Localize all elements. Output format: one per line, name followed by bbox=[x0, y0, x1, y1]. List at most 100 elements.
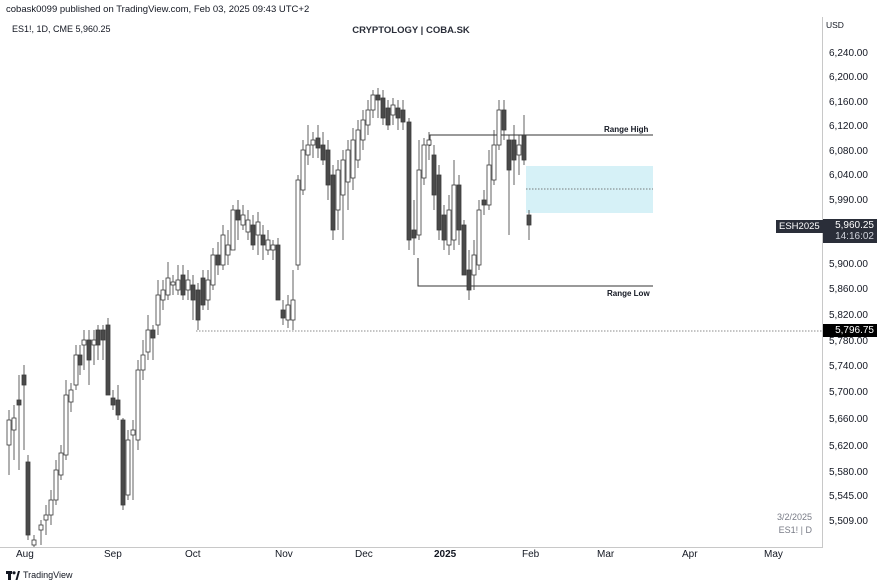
price-tick: 5,620.00 bbox=[829, 441, 868, 452]
time-axis[interactable] bbox=[0, 547, 822, 548]
candle-body bbox=[426, 139, 432, 146]
candle-body bbox=[481, 199, 487, 206]
candle-body bbox=[330, 174, 336, 231]
candlestick-chart[interactable] bbox=[0, 0, 822, 547]
candle-body bbox=[436, 174, 442, 231]
candle-body bbox=[190, 284, 196, 301]
candle-body bbox=[411, 229, 417, 239]
candle-body bbox=[130, 429, 136, 436]
candle-body bbox=[11, 417, 17, 431]
price-tick: 5,990.00 bbox=[829, 195, 868, 206]
candle-body bbox=[125, 439, 131, 496]
candle-body bbox=[235, 209, 241, 221]
candle-body bbox=[105, 324, 111, 396]
candle-body bbox=[350, 139, 356, 179]
price-tick: 6,160.00 bbox=[829, 97, 868, 108]
candle-body bbox=[135, 369, 141, 441]
interval-value: ES1! | D bbox=[778, 525, 812, 535]
price-tick: 5,900.00 bbox=[829, 259, 868, 270]
candle-body bbox=[170, 281, 176, 286]
candle-body bbox=[68, 389, 74, 403]
candle-body bbox=[431, 154, 437, 196]
candle-body bbox=[285, 304, 291, 321]
candle-body bbox=[360, 119, 366, 141]
candle-body bbox=[260, 234, 266, 246]
candle-body bbox=[245, 219, 251, 233]
candle-body bbox=[395, 107, 401, 119]
candle-body bbox=[400, 109, 406, 123]
currency-label: USD bbox=[826, 20, 844, 30]
candle-body bbox=[385, 107, 391, 126]
candle-body bbox=[205, 279, 211, 301]
range-low-line bbox=[417, 258, 653, 287]
candle-body bbox=[421, 144, 427, 179]
contract-tag: ESH2025 bbox=[776, 220, 823, 233]
time-tick: Oct bbox=[185, 549, 201, 560]
time-tick: 2025 bbox=[434, 549, 457, 560]
candle-body bbox=[451, 184, 457, 241]
candle-body bbox=[53, 469, 59, 501]
candle-body bbox=[225, 244, 231, 256]
candle-body bbox=[38, 524, 44, 531]
candle-body bbox=[160, 289, 166, 301]
time-tick: Nov bbox=[275, 549, 293, 560]
price-tick: 5,660.00 bbox=[829, 414, 868, 425]
tradingview-brand: TradingView bbox=[23, 570, 73, 580]
price-tick: 5,860.00 bbox=[829, 284, 868, 295]
candle-body bbox=[240, 214, 246, 226]
candle-body bbox=[165, 277, 171, 296]
candle-body bbox=[390, 104, 396, 116]
candle-body bbox=[335, 169, 341, 211]
candle-body bbox=[145, 329, 151, 353]
date-value: 3/2/2025 bbox=[776, 512, 812, 522]
current-price: 5,960.25 bbox=[835, 220, 874, 231]
candle-body bbox=[365, 109, 371, 126]
candle-body bbox=[255, 221, 261, 236]
range-high-line bbox=[429, 134, 653, 146]
candle-body bbox=[77, 354, 83, 366]
price-tick: 5,740.00 bbox=[829, 361, 868, 372]
candle-body bbox=[150, 329, 156, 339]
symbol-legend[interactable]: ES1!, 1D, CME 5,960.25 bbox=[12, 24, 111, 34]
tradingview-logo: TradingView bbox=[6, 570, 73, 580]
candle-body bbox=[375, 94, 381, 101]
candle-body bbox=[511, 139, 517, 161]
candle-body bbox=[380, 97, 386, 119]
price-axis[interactable] bbox=[822, 17, 882, 548]
candle-body bbox=[526, 214, 532, 226]
candle-body bbox=[195, 289, 201, 321]
publish-info: cobask0099 published on TradingView.com,… bbox=[6, 4, 310, 15]
candle-body bbox=[265, 239, 271, 251]
price-tick: 5,545.00 bbox=[829, 491, 868, 502]
candle-body bbox=[295, 179, 301, 266]
time-tick: May bbox=[764, 549, 783, 560]
candle-body bbox=[315, 137, 321, 149]
candle-body bbox=[476, 209, 482, 266]
price-tick: 6,200.00 bbox=[829, 72, 868, 83]
candle-body bbox=[406, 121, 412, 241]
range-high-label: Range High bbox=[604, 125, 649, 134]
candle-body bbox=[486, 164, 492, 206]
candle-body bbox=[210, 254, 216, 286]
candle-body bbox=[21, 374, 27, 386]
candle-body bbox=[63, 394, 69, 456]
candle-body bbox=[100, 329, 106, 341]
candle-body bbox=[230, 209, 236, 251]
candle-body bbox=[86, 339, 92, 361]
candle-body bbox=[31, 539, 37, 546]
candle-body bbox=[521, 134, 527, 161]
candle-body bbox=[43, 514, 49, 521]
price-tick: 6,240.00 bbox=[829, 48, 868, 59]
candle-body bbox=[275, 244, 281, 301]
time-tick: Sep bbox=[104, 549, 122, 560]
watermark-title: CRYPTOLOGY | COBA.SK bbox=[352, 25, 470, 36]
candle-body bbox=[115, 399, 121, 416]
price-tick: 5,780.00 bbox=[829, 336, 868, 347]
candle-body bbox=[215, 254, 221, 266]
candle-body bbox=[345, 149, 351, 183]
candle-body bbox=[491, 144, 497, 181]
candle-body bbox=[355, 129, 361, 161]
time-tick: Apr bbox=[682, 549, 698, 560]
candle-body bbox=[110, 397, 116, 406]
price-tick: 6,080.00 bbox=[829, 146, 868, 157]
